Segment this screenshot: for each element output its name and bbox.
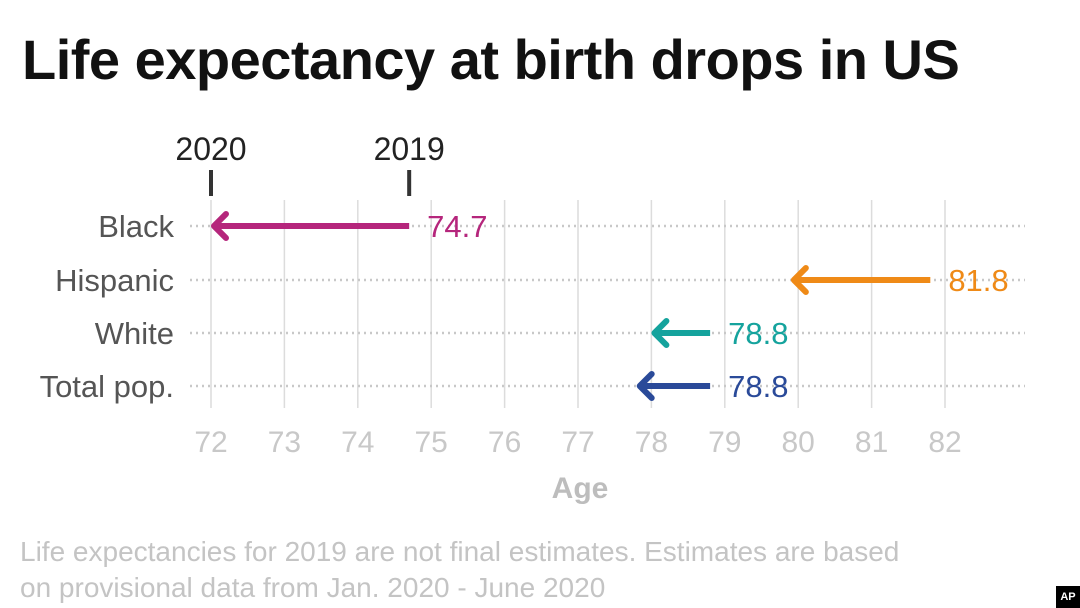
change-arrowhead [790,265,809,295]
value-label: 78.8 [728,369,788,404]
category-label: Total pop. [40,369,174,404]
category-label: Black [98,209,174,244]
change-arrowhead [651,318,670,348]
x-tick-label: 78 [635,426,668,459]
x-tick-label: 82 [928,426,961,459]
chart-footnote: Life expectancies for 2019 are not final… [20,536,900,603]
change-arrowhead [211,211,229,241]
x-tick-label: 73 [268,426,301,459]
x-tick-label: 77 [561,426,594,459]
x-tick-label: 79 [708,426,741,459]
change-arrowhead [636,371,655,401]
x-axis-label: Age [552,472,609,505]
value-label: 78.8 [728,316,788,351]
value-label: 81.8 [948,263,1008,298]
category-label: White [95,316,174,351]
year-marker-label: 2019 [374,131,445,167]
x-tick-label: 74 [341,426,374,459]
year-marker-label: 2020 [175,131,246,167]
category-label: Hispanic [55,263,174,298]
x-tick-label: 81 [855,426,888,459]
x-tick-label: 72 [194,426,227,459]
x-tick-label: 76 [488,426,521,459]
chart-title: Life expectancy at birth drops in US [22,28,960,91]
x-tick-label: 75 [415,426,448,459]
value-label: 74.7 [427,209,487,244]
credit-badge: AP [1056,586,1080,608]
x-tick-label: 80 [782,426,815,459]
